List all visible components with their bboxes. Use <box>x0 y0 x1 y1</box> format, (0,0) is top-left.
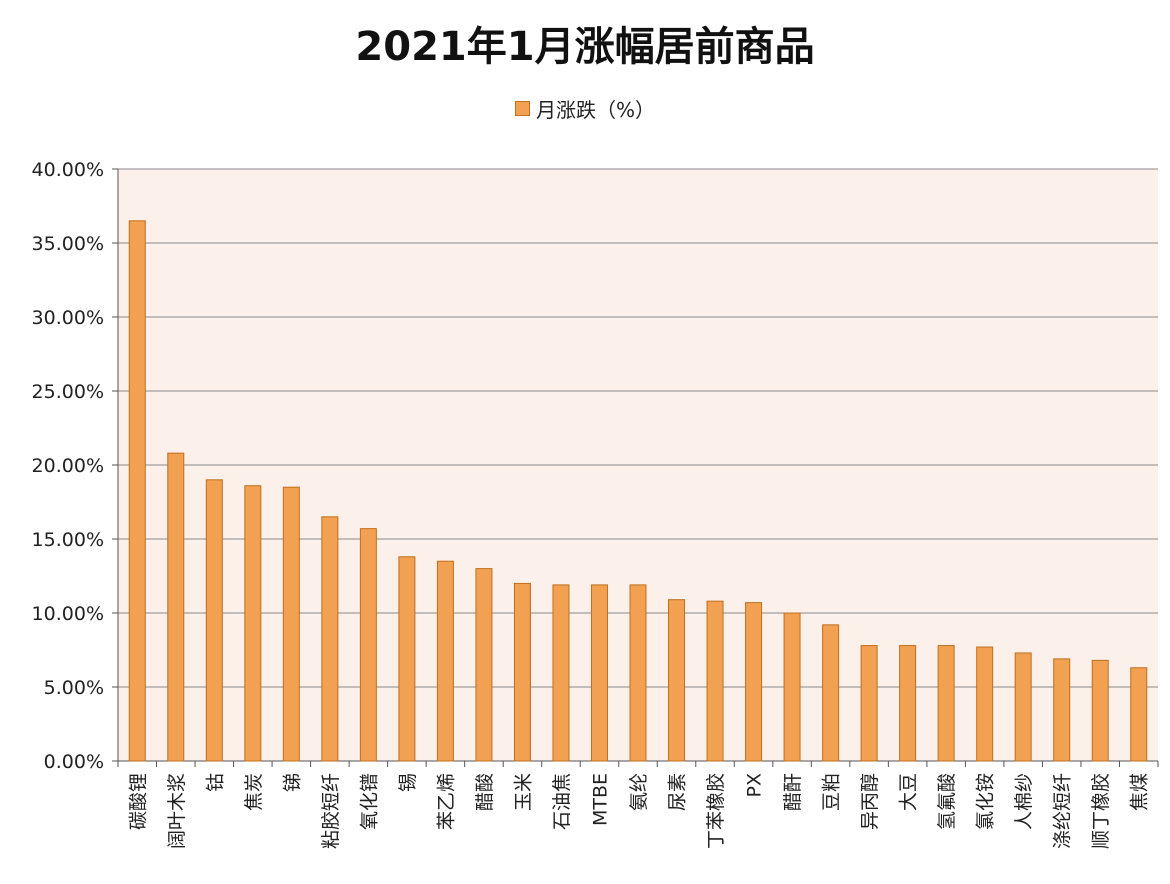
x-tick-label: 醋酐 <box>782 773 804 811</box>
y-tick-label: 25.00% <box>32 381 104 403</box>
x-tick-label: PX <box>744 773 766 797</box>
x-tick-label: 苯乙烯 <box>435 773 457 830</box>
x-tick-label: 锑 <box>281 773 303 792</box>
x-tick-label: 氧化镨 <box>358 773 380 830</box>
x-tick-label: 石油焦 <box>551 773 573 830</box>
bar <box>398 556 416 762</box>
bar <box>167 452 185 762</box>
bar <box>513 582 531 762</box>
bar <box>976 646 994 762</box>
legend-label: 月涨跌（%） <box>535 98 655 122</box>
x-tick-label: 锡 <box>397 773 419 792</box>
y-tick-label: 10.00% <box>32 603 104 625</box>
x-tick-label: 阔叶木浆 <box>166 773 188 849</box>
bar <box>1130 667 1148 762</box>
y-tick-label: 35.00% <box>32 233 104 255</box>
y-tick-label: 15.00% <box>32 529 104 551</box>
bar <box>783 612 801 762</box>
x-tick-label: 碳酸锂 <box>127 773 149 830</box>
y-tick-label: 40.00% <box>32 159 104 181</box>
bar <box>321 516 339 762</box>
bar <box>205 479 223 762</box>
bar <box>1091 659 1109 762</box>
x-tick-label: 大豆 <box>898 773 920 811</box>
x-tick-label: 尿素 <box>667 773 689 811</box>
y-tick-label: 20.00% <box>32 455 104 477</box>
x-tick-label: 涤纶短纤 <box>1052 773 1074 849</box>
bar <box>706 600 724 762</box>
bar <box>860 645 878 762</box>
bar <box>359 528 377 762</box>
x-tick-label: MTBE <box>589 773 611 826</box>
x-tick-label: 氯化铵 <box>975 773 997 830</box>
bar <box>1053 658 1071 762</box>
bar <box>1014 652 1032 762</box>
x-tick-label: 玉米 <box>512 773 534 811</box>
x-tick-label: 醋酸 <box>474 773 496 811</box>
bar <box>475 568 493 762</box>
bar <box>436 560 454 762</box>
bar <box>899 645 917 762</box>
y-tick-label: 5.00% <box>44 677 104 699</box>
x-tick-label: 焦炭 <box>243 773 265 811</box>
y-tick-label: 0.00% <box>44 751 104 773</box>
bar <box>668 599 686 762</box>
legend: 月涨跌（%） <box>0 94 1170 123</box>
x-tick-label: 异丙醇 <box>859 773 881 830</box>
x-tick-label: 氢氟酸 <box>936 773 958 830</box>
bar <box>590 584 608 762</box>
x-tick-label: 人棉纱 <box>1013 773 1035 830</box>
bar <box>128 220 146 762</box>
bar <box>629 584 647 762</box>
bar <box>552 584 570 762</box>
bar <box>244 485 262 762</box>
x-tick-label: 氨纶 <box>628 773 650 811</box>
x-tick-label: 焦煤 <box>1129 773 1151 811</box>
x-tick-label: 丁苯橡胶 <box>705 773 727 849</box>
bar <box>745 602 763 762</box>
y-tick-label: 30.00% <box>32 307 104 329</box>
chart-title: 2021年1月涨幅居前商品 <box>355 24 815 70</box>
x-tick-label: 粘胶短纤 <box>320 773 342 849</box>
bar <box>282 486 300 762</box>
bar <box>937 645 955 762</box>
x-tick-label: 钴 <box>204 773 226 792</box>
x-tick-label: 顺丁橡胶 <box>1090 773 1112 849</box>
bar <box>822 624 840 762</box>
x-tick-label: 豆粕 <box>821 773 843 811</box>
legend-swatch <box>514 101 530 116</box>
